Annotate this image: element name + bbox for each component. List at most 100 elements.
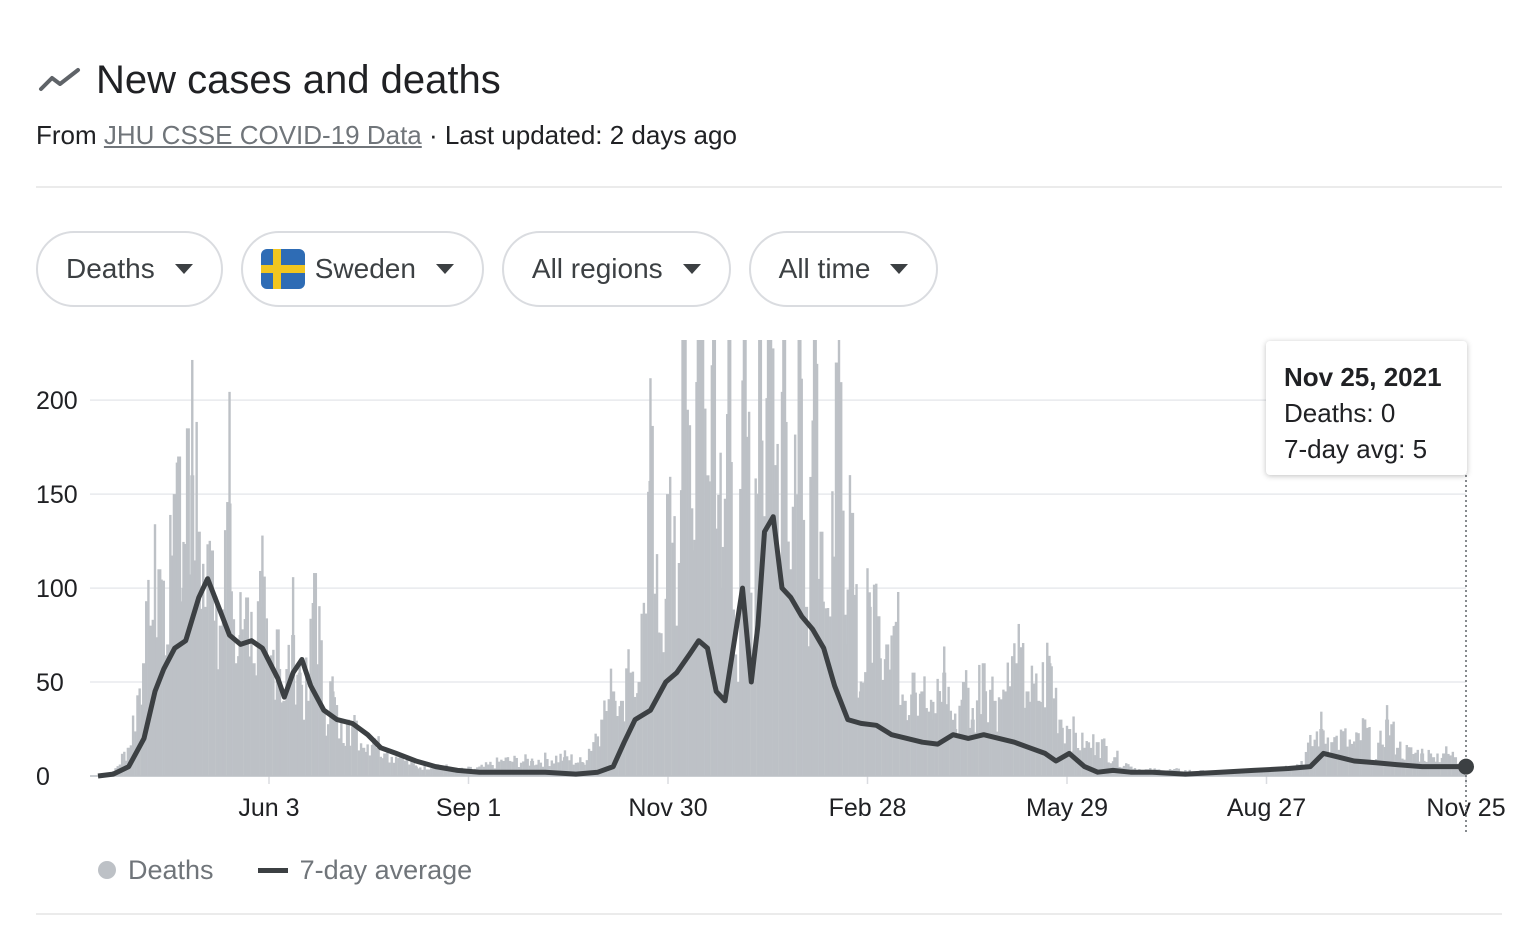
region-label: All regions	[531, 253, 663, 284]
deaths-bar	[1372, 762, 1376, 776]
deaths-bar	[398, 757, 403, 776]
deaths-bar	[157, 569, 162, 776]
deaths-bar	[642, 602, 646, 776]
deaths-bar	[625, 668, 628, 776]
deaths-bar	[297, 672, 302, 776]
source-link[interactable]: JHU CSSE COVID-19 Data	[103, 120, 422, 150]
y-tick-label: 50	[36, 669, 64, 697]
deaths-bar	[1050, 666, 1053, 776]
deaths-bar	[175, 462, 179, 776]
deaths-bar	[345, 719, 350, 776]
y-tick-label: 0	[36, 763, 50, 791]
deaths-bar	[260, 606, 265, 776]
deaths-bar	[1258, 770, 1262, 776]
deaths-bar	[554, 755, 558, 776]
deaths-bar	[375, 747, 378, 776]
deaths-bar	[1006, 662, 1010, 776]
deaths-bar	[1357, 733, 1360, 776]
deaths-bar	[679, 490, 683, 776]
deaths-bar	[855, 584, 858, 776]
deaths-bar	[600, 719, 605, 776]
deaths-bar	[751, 663, 756, 776]
x-tick-label: Sep 1	[436, 794, 501, 822]
deaths-bar	[1388, 735, 1391, 776]
deaths-bar	[653, 593, 657, 776]
deaths-bar	[1381, 744, 1384, 776]
deaths-bar	[181, 588, 186, 776]
deaths-bar	[392, 762, 396, 776]
deaths-bar	[451, 771, 455, 776]
deaths-bar	[495, 757, 499, 776]
deaths-bar	[826, 607, 830, 776]
deaths-bar	[1416, 749, 1419, 776]
deaths-bar	[725, 414, 729, 776]
deaths-bar	[1265, 770, 1268, 776]
deaths-bar	[690, 550, 695, 776]
deaths-bar	[412, 763, 415, 776]
deaths-bar	[449, 769, 453, 776]
timespan-dropdown[interactable]: All time	[748, 231, 939, 307]
deaths-bar	[1085, 741, 1088, 776]
deaths-bar	[1462, 773, 1466, 776]
deaths-bar	[914, 692, 917, 776]
deaths-bar	[1260, 771, 1264, 776]
deaths-bar	[1116, 750, 1119, 776]
deaths-bar	[326, 724, 330, 776]
deaths-bar	[1385, 719, 1390, 776]
deaths-bar	[357, 750, 361, 776]
filter-bar: Deaths Sweden All regions All time	[36, 231, 956, 311]
deaths-bar	[853, 594, 856, 776]
deaths-bar	[511, 761, 514, 776]
deaths-bar	[145, 601, 148, 776]
hover-point	[1458, 758, 1474, 775]
deaths-bar	[782, 340, 787, 776]
deaths-bar	[980, 714, 983, 776]
deaths-bar	[1002, 689, 1005, 776]
metric-dropdown[interactable]: Deaths	[36, 231, 223, 307]
deaths-bar	[712, 340, 717, 776]
deaths-bar	[1251, 770, 1256, 776]
deaths-bar	[153, 524, 157, 776]
deaths-bar	[1052, 698, 1056, 776]
deaths-bar	[265, 618, 269, 776]
deaths-bar	[166, 644, 171, 776]
sweden-flag-icon	[260, 249, 305, 289]
deaths-bar	[377, 736, 380, 776]
deaths-bar	[861, 682, 865, 776]
deaths-bar	[1267, 770, 1270, 776]
region-dropdown[interactable]: All regions	[501, 231, 731, 307]
deaths-bar	[1366, 727, 1369, 776]
legend-avg-label: 7-day average	[299, 854, 473, 885]
deaths-bar	[609, 668, 613, 776]
deaths-bar	[138, 688, 141, 776]
deaths-bar	[508, 760, 512, 776]
deaths-bar	[1082, 747, 1087, 776]
deaths-bar	[1280, 769, 1284, 776]
deaths-bar	[162, 580, 165, 776]
deaths-bar	[234, 663, 239, 776]
deaths-bar	[366, 744, 369, 776]
deaths-bar	[822, 601, 825, 776]
caret-down-icon	[174, 264, 193, 274]
deaths-bar	[433, 764, 438, 776]
deaths-bar	[519, 762, 523, 776]
deaths-bar	[1306, 742, 1310, 776]
deaths-bar	[245, 597, 250, 776]
deaths-bar	[562, 757, 567, 776]
deaths-bar	[1105, 746, 1108, 776]
country-dropdown[interactable]: Sweden	[240, 231, 484, 307]
deaths-bar	[120, 753, 124, 776]
deaths-chart[interactable]: 0 50 100 150 200 Jun 3 Sep 1 Nov 30 Feb 28 May 29…	[0, 330, 1536, 850]
deaths-bar	[660, 633, 663, 776]
deaths-bar	[335, 705, 339, 776]
deaths-bar	[969, 727, 972, 776]
deaths-bar	[193, 560, 196, 776]
deaths-bar	[765, 398, 768, 776]
deaths-bar	[506, 757, 510, 776]
deaths-bar	[598, 746, 602, 776]
deaths-bar	[232, 619, 236, 776]
deaths-bar	[668, 476, 672, 776]
deaths-bar	[218, 625, 223, 776]
deaths-bar	[715, 528, 718, 776]
metric-label: Deaths	[66, 253, 155, 284]
